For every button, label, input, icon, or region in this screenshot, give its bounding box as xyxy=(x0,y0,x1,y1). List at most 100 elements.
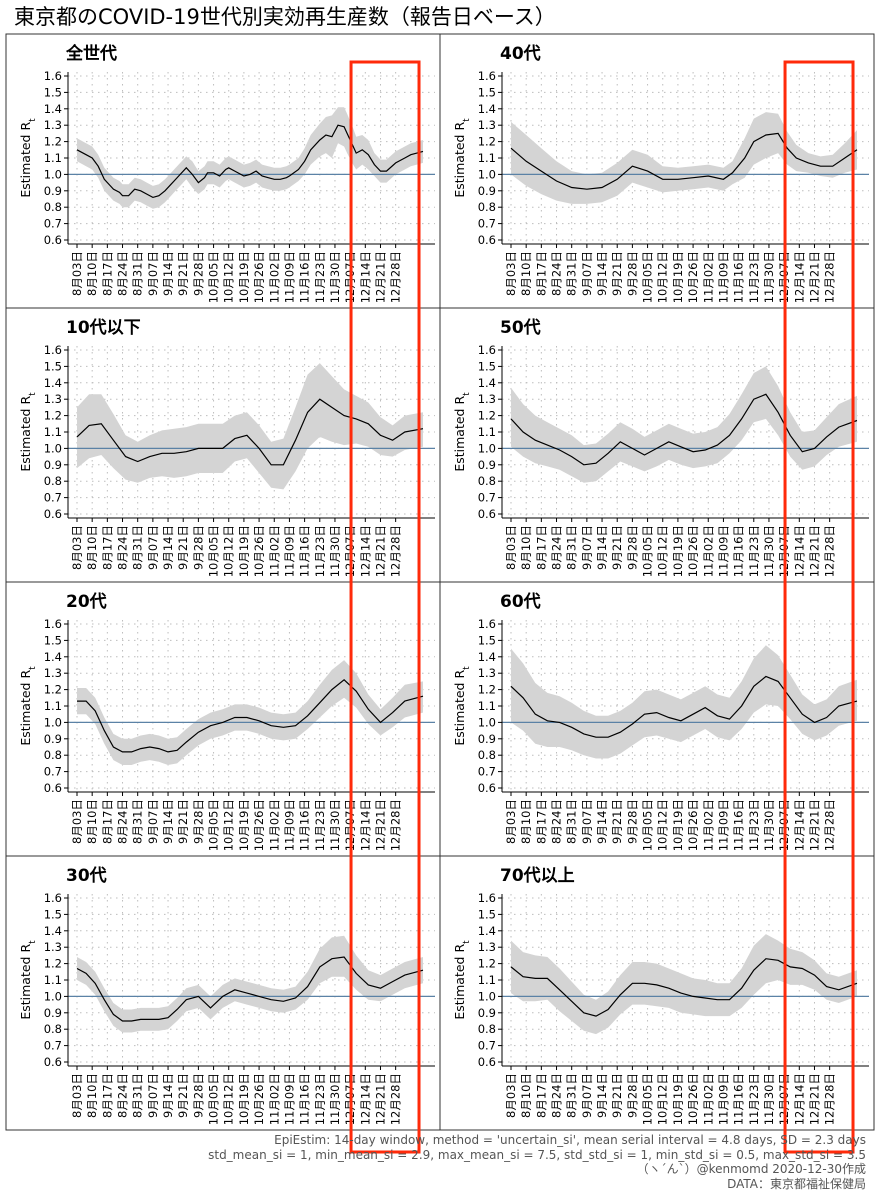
x-tick-label: 10月19日 xyxy=(671,251,685,303)
panel-title: 40代 xyxy=(500,43,541,64)
y-tick-label: 1.6 xyxy=(44,617,62,631)
rt-line xyxy=(510,675,858,738)
y-tick-label: 0.8 xyxy=(478,474,496,488)
chart-panel: 30代 0.6 0.7 0.8 0.9 1.0 1.1 1.2 1.3 1.4 1.5 1.6 Esti… xyxy=(5,855,441,1131)
x-tick-label: 10月19日 xyxy=(237,1073,251,1125)
x-tick-label: 10月26日 xyxy=(252,799,266,851)
y-tick-label: 0.9 xyxy=(44,732,62,746)
x-tick-label: 12月21日 xyxy=(807,1073,821,1125)
x-tick-label: 8月10日 xyxy=(85,251,99,296)
x-tick-label: 12月21日 xyxy=(807,525,821,577)
x-tick-label: 12月21日 xyxy=(807,251,821,303)
y-tick-label: 1.0 xyxy=(44,441,62,455)
x-tick-label: 11月02日 xyxy=(267,251,281,303)
x-tick-label: 8月31日 xyxy=(131,799,145,844)
x-tick-label: 12月21日 xyxy=(807,799,821,851)
x-tick-label: 10月19日 xyxy=(237,251,251,303)
chart-panel: 全世代 0.6 0.7 0.8 0.9 1.0 1.1 1.2 1.3 1.4 1.5 1.6 Esti… xyxy=(5,33,441,309)
y-tick-label: 0.6 xyxy=(44,1055,62,1069)
y-axis-title-subscript: t xyxy=(28,118,38,122)
y-tick-label: 1.5 xyxy=(44,633,62,647)
y-tick-label: 0.9 xyxy=(44,184,62,198)
rt-line xyxy=(510,132,858,190)
x-tick-label: 12月14日 xyxy=(358,799,372,851)
y-axis-title-subscript: t xyxy=(462,118,472,122)
x-tick-label: 10月26日 xyxy=(252,251,266,303)
x-tick-label: 9月28日 xyxy=(625,1073,639,1118)
x-tick-label: 10月19日 xyxy=(237,799,251,851)
x-tick-label: 12月14日 xyxy=(792,525,806,577)
rt-line xyxy=(76,398,424,466)
x-tick-label: 11月23日 xyxy=(747,799,761,851)
x-tick-label: 10月19日 xyxy=(671,799,685,851)
y-tick-label: 1.6 xyxy=(478,617,496,631)
x-tick-label: 9月07日 xyxy=(580,1073,594,1118)
x-tick-label: 11月23日 xyxy=(747,1073,761,1125)
panel-border xyxy=(439,855,875,1131)
x-tick-label: 11月23日 xyxy=(313,799,327,851)
x-tick-label: 8月10日 xyxy=(519,799,533,844)
y-tick-label: 1.1 xyxy=(478,151,496,165)
y-axis-title: Estimated Rt xyxy=(18,392,38,472)
x-tick-label: 11月09日 xyxy=(282,1073,296,1125)
x-tick-label: 12月21日 xyxy=(373,525,387,577)
y-tick-label: 0.7 xyxy=(478,491,496,505)
y-tick-label: 1.1 xyxy=(478,973,496,987)
y-tick-label: 1.0 xyxy=(478,441,496,455)
x-tick-label: 12月14日 xyxy=(358,251,372,303)
x-tick-label: 8月24日 xyxy=(116,251,130,296)
x-tick-label: 11月02日 xyxy=(701,1073,715,1125)
highlight-period-box xyxy=(349,60,421,1154)
x-tick-label: 8月31日 xyxy=(565,1073,579,1118)
x-tick-label: 10月12日 xyxy=(222,525,236,577)
y-tick-label: 0.6 xyxy=(44,507,62,521)
x-tick-label: 10月05日 xyxy=(207,799,221,851)
x-tick-label: 12月28日 xyxy=(389,251,403,303)
credible-interval-band xyxy=(511,934,857,1035)
x-tick-label: 8月10日 xyxy=(85,525,99,570)
panel-title: 全世代 xyxy=(65,43,117,64)
x-tick-label: 8月10日 xyxy=(85,799,99,844)
x-tick-label: 8月24日 xyxy=(550,525,564,570)
x-tick-label: 9月14日 xyxy=(161,525,175,570)
x-tick-label: 9月28日 xyxy=(191,1073,205,1118)
y-tick-label: 1.2 xyxy=(478,409,496,423)
y-tick-label: 0.7 xyxy=(44,217,62,231)
y-tick-label: 0.7 xyxy=(44,1039,62,1053)
x-tick-label: 11月16日 xyxy=(298,251,312,303)
x-tick-label: 8月03日 xyxy=(504,251,518,296)
x-tick-label: 11月30日 xyxy=(762,799,776,851)
x-tick-label: 9月21日 xyxy=(176,799,190,844)
x-tick-label: 12月28日 xyxy=(823,799,837,851)
x-tick-label: 9月07日 xyxy=(580,799,594,844)
y-tick-label: 1.4 xyxy=(478,924,496,938)
x-tick-label: 9月28日 xyxy=(191,251,205,296)
x-tick-label: 9月21日 xyxy=(176,525,190,570)
x-tick-label: 11月09日 xyxy=(716,1073,730,1125)
footer-caption: EpiEstim: 14-day window, method = 'uncer… xyxy=(208,1133,866,1191)
x-tick-label: 11月30日 xyxy=(328,799,342,851)
x-tick-label: 8月24日 xyxy=(550,799,564,844)
y-tick-label: 0.6 xyxy=(478,781,496,795)
chart-panel: 10代以下 0.6 0.7 0.8 0.9 1.0 1.1 1.2 1.3 1.4 1.5 1.6 Es… xyxy=(5,307,441,583)
x-tick-label: 9月21日 xyxy=(610,525,624,570)
y-tick-label: 1.4 xyxy=(44,376,62,390)
x-tick-label: 11月02日 xyxy=(701,799,715,851)
x-tick-label: 11月30日 xyxy=(762,251,776,303)
x-tick-label: 10月26日 xyxy=(252,525,266,577)
y-tick-label: 1.1 xyxy=(478,699,496,713)
x-tick-label: 11月09日 xyxy=(716,525,730,577)
panel-title: 30代 xyxy=(66,865,107,886)
x-tick-label: 11月23日 xyxy=(747,525,761,577)
x-tick-label: 8月24日 xyxy=(550,251,564,296)
y-tick-label: 0.7 xyxy=(44,765,62,779)
y-tick-label: 0.9 xyxy=(478,732,496,746)
y-tick-label: 1.5 xyxy=(478,85,496,99)
x-tick-label: 12月28日 xyxy=(823,251,837,303)
y-tick-label: 1.0 xyxy=(478,715,496,729)
y-tick-label: 0.6 xyxy=(44,233,62,247)
y-tick-label: 1.3 xyxy=(478,392,496,406)
x-tick-label: 8月31日 xyxy=(565,799,579,844)
x-tick-label: 10月12日 xyxy=(222,799,236,851)
y-tick-label: 1.1 xyxy=(44,973,62,987)
